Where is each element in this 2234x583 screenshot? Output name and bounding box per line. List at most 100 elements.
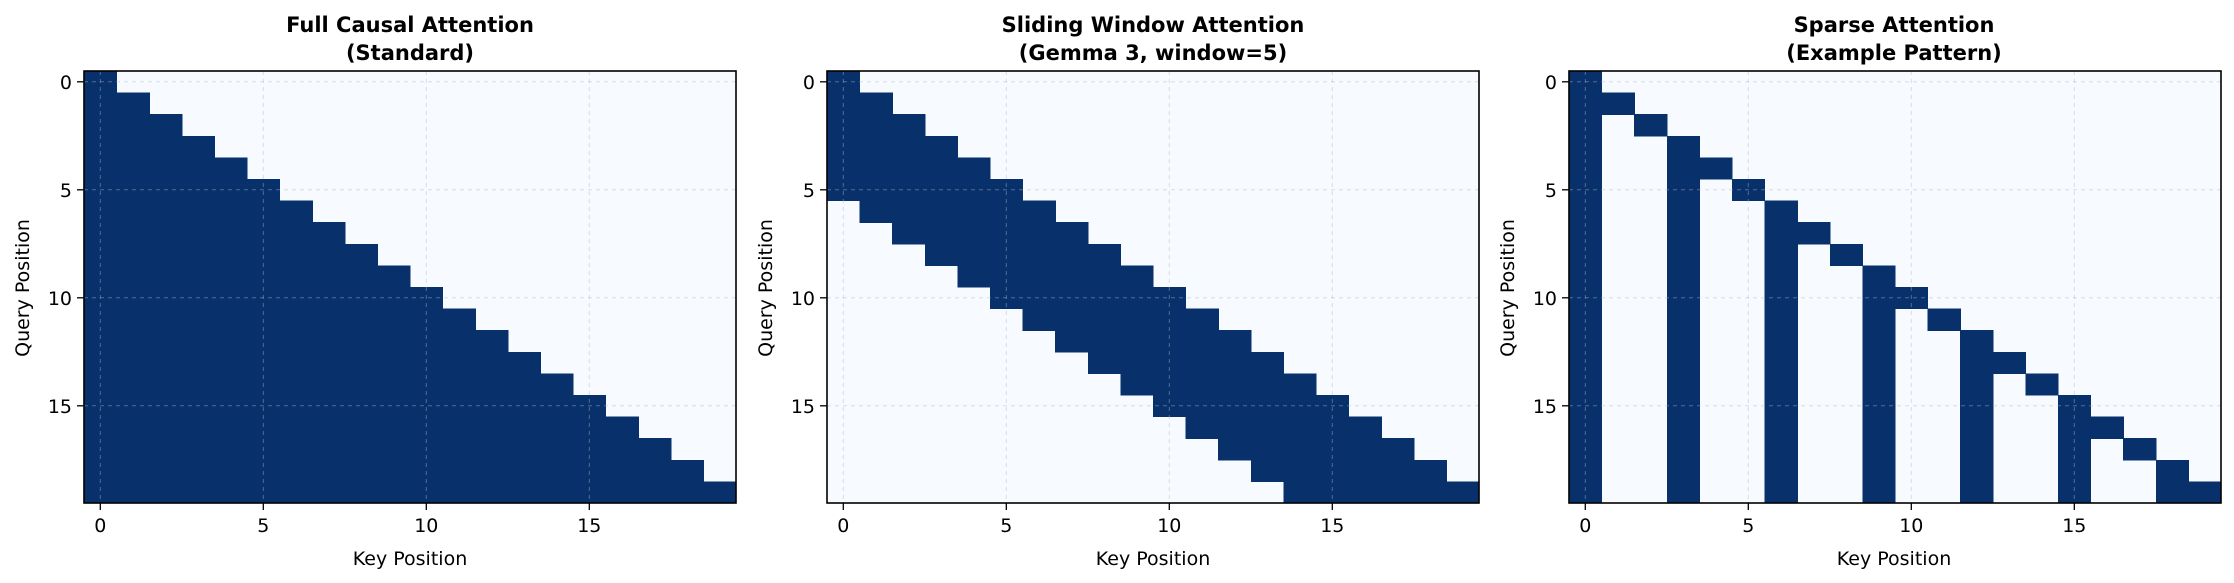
heatmap-cell [827,179,861,202]
heatmap-cell [924,222,958,245]
heatmap-cell [1120,373,1154,396]
y-tick-label: 15 [1533,396,1557,418]
heatmap-cell [605,481,639,504]
heatmap-cell [507,373,541,396]
heatmap-cell [859,200,893,223]
heatmap-cell [1764,416,1798,439]
heatmap-cell [1413,481,1447,504]
heatmap-cell [475,351,509,374]
heatmap-cell [247,416,281,439]
x-axis-label: Key Position [1837,548,1951,570]
heatmap-cell [2123,438,2157,461]
heatmap-cell [1927,308,1961,331]
heatmap-cell [181,416,215,439]
heatmap-cell [377,265,411,288]
heatmap-cell [573,459,607,482]
heatmap-cell [1601,92,1635,115]
heatmap-cell [312,351,346,374]
heatmap-cell [312,308,346,331]
x-tick-label: 10 [1157,515,1181,537]
heatmap-cell [410,308,444,331]
heatmap-cell [149,114,183,137]
heatmap-cell [279,330,313,353]
heatmap-cell [84,243,118,266]
heatmap-cell [84,92,118,115]
heatmap-cell [149,330,183,353]
heatmap-cell [442,438,476,461]
heatmap-cell [1862,459,1896,482]
heatmap-cell [957,200,991,223]
heatmap-cell [247,395,281,418]
heatmap-cell [1316,395,1350,418]
heatmap-cell [1764,265,1798,288]
heatmap-cell [181,265,215,288]
heatmap-cell [507,481,541,504]
heatmap-cell [149,351,183,374]
heatmap-cell [279,438,313,461]
heatmap-cell [116,222,150,245]
heatmap-cell [1764,351,1798,374]
heatmap-cell [1569,179,1603,202]
heatmap-cell [1381,481,1415,504]
heatmap-cell [540,438,574,461]
y-tick-label: 0 [60,72,72,94]
heatmap-cell [84,373,118,396]
heatmap-cell [1120,330,1154,353]
heatmap-cell [605,459,639,482]
heatmap-cell [573,438,607,461]
heatmap-cell [827,114,861,137]
heatmap-cell [312,373,346,396]
heatmap-cell [1666,157,1700,180]
heatmap-cell [149,395,183,418]
heatmap-cell [116,351,150,374]
x-axis-label: Key Position [353,548,467,570]
heatmap-cell [279,351,313,374]
heatmap-cell [377,351,411,374]
heatmap-cell [540,373,574,396]
heatmap-cell [1381,438,1415,461]
heatmap-cell [827,71,861,94]
heatmap-cell [149,416,183,439]
heatmap-cell [214,373,248,396]
heatmap-cell [1569,459,1603,482]
heatmap-cell [84,114,118,137]
heatmap-cell [1764,373,1798,396]
heatmap-cell [1218,416,1252,439]
heatmap-cell [84,179,118,202]
heatmap-cell [214,416,248,439]
heatmap-cell [475,459,509,482]
heatmap-cell [507,351,541,374]
heatmap-cell [410,416,444,439]
heatmap-cell [214,265,248,288]
heatmap-cell [573,395,607,418]
heatmap-cell [1764,308,1798,331]
heatmap-cell [1446,481,1480,504]
heatmap-cell [344,395,378,418]
heatmap-cell [1055,243,1089,266]
heatmap-cell [1283,416,1317,439]
heatmap-cell [1087,308,1121,331]
heatmap-cell [1087,287,1121,310]
heatmap-cell [1666,135,1700,158]
heatmap-cell [990,179,1024,202]
heatmap-cell [1087,265,1121,288]
heatmap-cell [84,481,118,504]
heatmap-cell [1055,287,1089,310]
heatmap-cell [410,373,444,396]
heatmap-cell [1022,243,1056,266]
heatmap-cell [214,330,248,353]
grid-lines [827,71,1479,503]
heatmap-cell [1895,287,1929,310]
heatmap-cell [377,373,411,396]
heatmap-cell [116,330,150,353]
y-tick-label: 5 [803,180,815,202]
heatmap-cell [540,395,574,418]
heatmap-cell [540,481,574,504]
heatmap-cell [1348,416,1382,439]
heatmap-cell [214,438,248,461]
heatmap-cell [279,373,313,396]
heatmap-cell [149,243,183,266]
heatmap-cell [344,287,378,310]
heatmap-cell [1666,179,1700,202]
heatmap-cell [181,330,215,353]
